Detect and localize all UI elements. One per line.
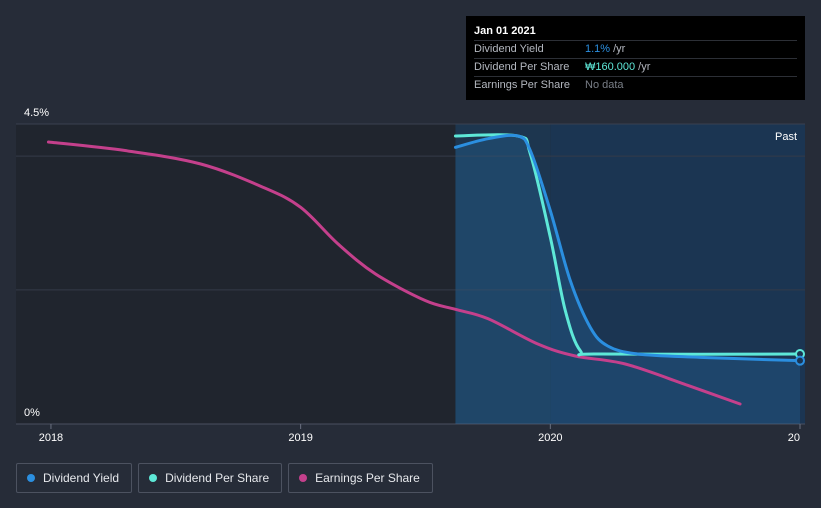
tooltip-value-number: No data — [585, 79, 624, 91]
earnings-per-share-line — [46, 140, 742, 406]
x-tick-label: 20 — [788, 432, 800, 444]
tooltip-row-earnings-per-share: Earnings Per Share No data — [474, 76, 797, 94]
legend-item-dividend-yield[interactable]: Dividend Yield — [16, 463, 133, 493]
legend-dot-icon — [299, 474, 308, 482]
tooltip-row-dividend-yield: Dividend Yield 1.1%/yr — [474, 40, 797, 58]
x-tick-label: 2019 — [288, 432, 312, 444]
chart-tooltip: Jan 01 2021 Dividend Yield 1.1%/yr Divid… — [466, 16, 805, 100]
tooltip-value-number: ₩160.000 — [585, 61, 636, 73]
tooltip-value-unit: /yr — [638, 61, 651, 73]
tooltip-value-number: 1.1% — [585, 43, 611, 55]
y-axis-top-label: 4.5% — [24, 107, 49, 119]
recent-region — [550, 124, 805, 424]
dividend-yield-end-marker — [795, 355, 806, 366]
tooltip-value: 1.1%/yr — [585, 41, 625, 58]
x-tick-label: 2020 — [538, 432, 562, 444]
tooltip-label: Dividend Per Share — [474, 61, 570, 73]
tooltip-label: Dividend Yield — [474, 43, 544, 55]
legend-item-dividend-per-share[interactable]: Dividend Per Share — [138, 463, 283, 493]
dividend-yield-line — [453, 133, 802, 363]
tooltip-row-dividend-per-share: Dividend Per Share ₩160.000/yr — [474, 58, 797, 76]
x-tick-label: 2018 — [39, 432, 63, 444]
legend-label: Dividend Per Share — [165, 471, 270, 485]
legend-label: Dividend Yield — [43, 471, 120, 485]
y-axis-bottom-label: 0% — [24, 407, 40, 419]
tooltip-date: Jan 01 2021 — [474, 25, 536, 37]
tooltip-value: ₩160.000/yr — [585, 59, 650, 76]
legend-label: Earnings Per Share — [315, 471, 420, 485]
past-label: Past — [775, 131, 797, 143]
legend-dot-icon — [149, 474, 158, 482]
chart-legend: Dividend Yield Dividend Per Share Earnin… — [16, 463, 433, 493]
legend-item-earnings-per-share[interactable]: Earnings Per Share — [288, 463, 433, 493]
tooltip-label: Earnings Per Share — [474, 79, 570, 91]
dividend-yield-area — [455, 135, 801, 425]
legend-dot-icon — [27, 474, 35, 482]
tooltip-value-unit: /yr — [613, 43, 626, 55]
